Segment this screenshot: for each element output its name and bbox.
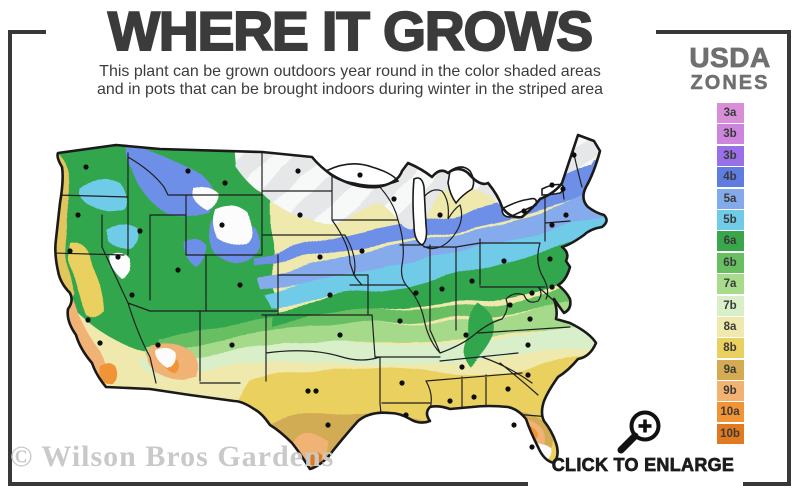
zone-swatch: 10b [716, 423, 744, 444]
zone-swatch-label: 9a [723, 363, 737, 376]
frame-border-bottom-right [743, 482, 791, 486]
zone-swatch: 6b [716, 252, 744, 273]
usda-zone-map[interactable] [10, 95, 655, 480]
zone-swatch: 9a [716, 359, 744, 380]
zone-swatch-label: 10a [720, 406, 740, 419]
frame-border-right [787, 30, 791, 486]
us-outline [54, 133, 608, 471]
magnifier-zoom-icon[interactable] [610, 406, 668, 458]
watermark: © Wilson Bros Gardens [10, 440, 335, 473]
zone-swatch-label: 6b [723, 256, 737, 269]
zone-swatch: 8b [716, 338, 744, 359]
zone-swatch-label: 8b [723, 342, 737, 355]
zone-swatch-label: 7b [723, 299, 737, 312]
zone-swatch-label: 3a [723, 107, 737, 119]
zone-swatch: 10a [716, 402, 744, 423]
zone-swatch: 4b [716, 167, 744, 188]
zone-paint-layer [55, 135, 607, 469]
zone-swatch: 3b [716, 124, 744, 145]
zone-swatch-label: 7a [723, 278, 737, 291]
zone-swatch-label: 5b [723, 213, 737, 226]
zone-swatch: 3a [716, 103, 744, 123]
frame-border-top-left [8, 30, 46, 34]
zone-swatch: 6a [716, 231, 744, 252]
zone-swatch-label: 10b [720, 427, 740, 440]
usda-zones-legend: USDA ZONES 3a 3b 3b 4b 5a 5b 6a 6b 7a 7b… [670, 42, 790, 445]
zone-swatch: 3b [716, 145, 744, 166]
zone-swatch: 5a [716, 188, 744, 209]
zone-swatch-label: 3b [723, 128, 737, 141]
zone-swatch-label: 5a [723, 192, 737, 205]
zone-swatch: 5b [716, 209, 744, 230]
subtitle-line-2: and in pots that can be brought indoors … [96, 81, 604, 99]
zone-swatch-list: 3a 3b 3b 4b 5a 5b 6a 6b 7a 7b 8a 8b 9a 9… [670, 103, 790, 444]
frame-border-left [8, 30, 12, 486]
city-dots [67, 152, 577, 450]
zone-swatch-label: 4b [723, 171, 737, 184]
zone-swatch: 8a [716, 316, 744, 337]
legend-title-usda: USDA [689, 42, 771, 73]
zone-swatch: 7a [716, 274, 744, 295]
frame-border-top-right [656, 30, 791, 34]
zone-swatch: 9b [716, 381, 744, 402]
zone-swatch-label: 8a [723, 320, 737, 333]
subtitle-line-1: This plant can be grown outdoors year ro… [99, 63, 601, 80]
zone-swatch-label: 9b [723, 385, 737, 398]
legend-title-zones: ZONES [690, 72, 770, 95]
zone-swatch-label: 3b [723, 149, 737, 162]
frame-border-bottom-left [8, 482, 528, 486]
subtitle: This plant can be grown outdoors year ro… [30, 63, 670, 100]
zone-swatch-label: 6a [723, 235, 737, 248]
state-borders [55, 135, 583, 426]
page-title: WHERE IT GROWS [107, 0, 594, 62]
click-to-enlarge-label[interactable]: CLICK TO ENLARGE [551, 455, 735, 476]
zone-swatch: 7b [716, 295, 744, 316]
